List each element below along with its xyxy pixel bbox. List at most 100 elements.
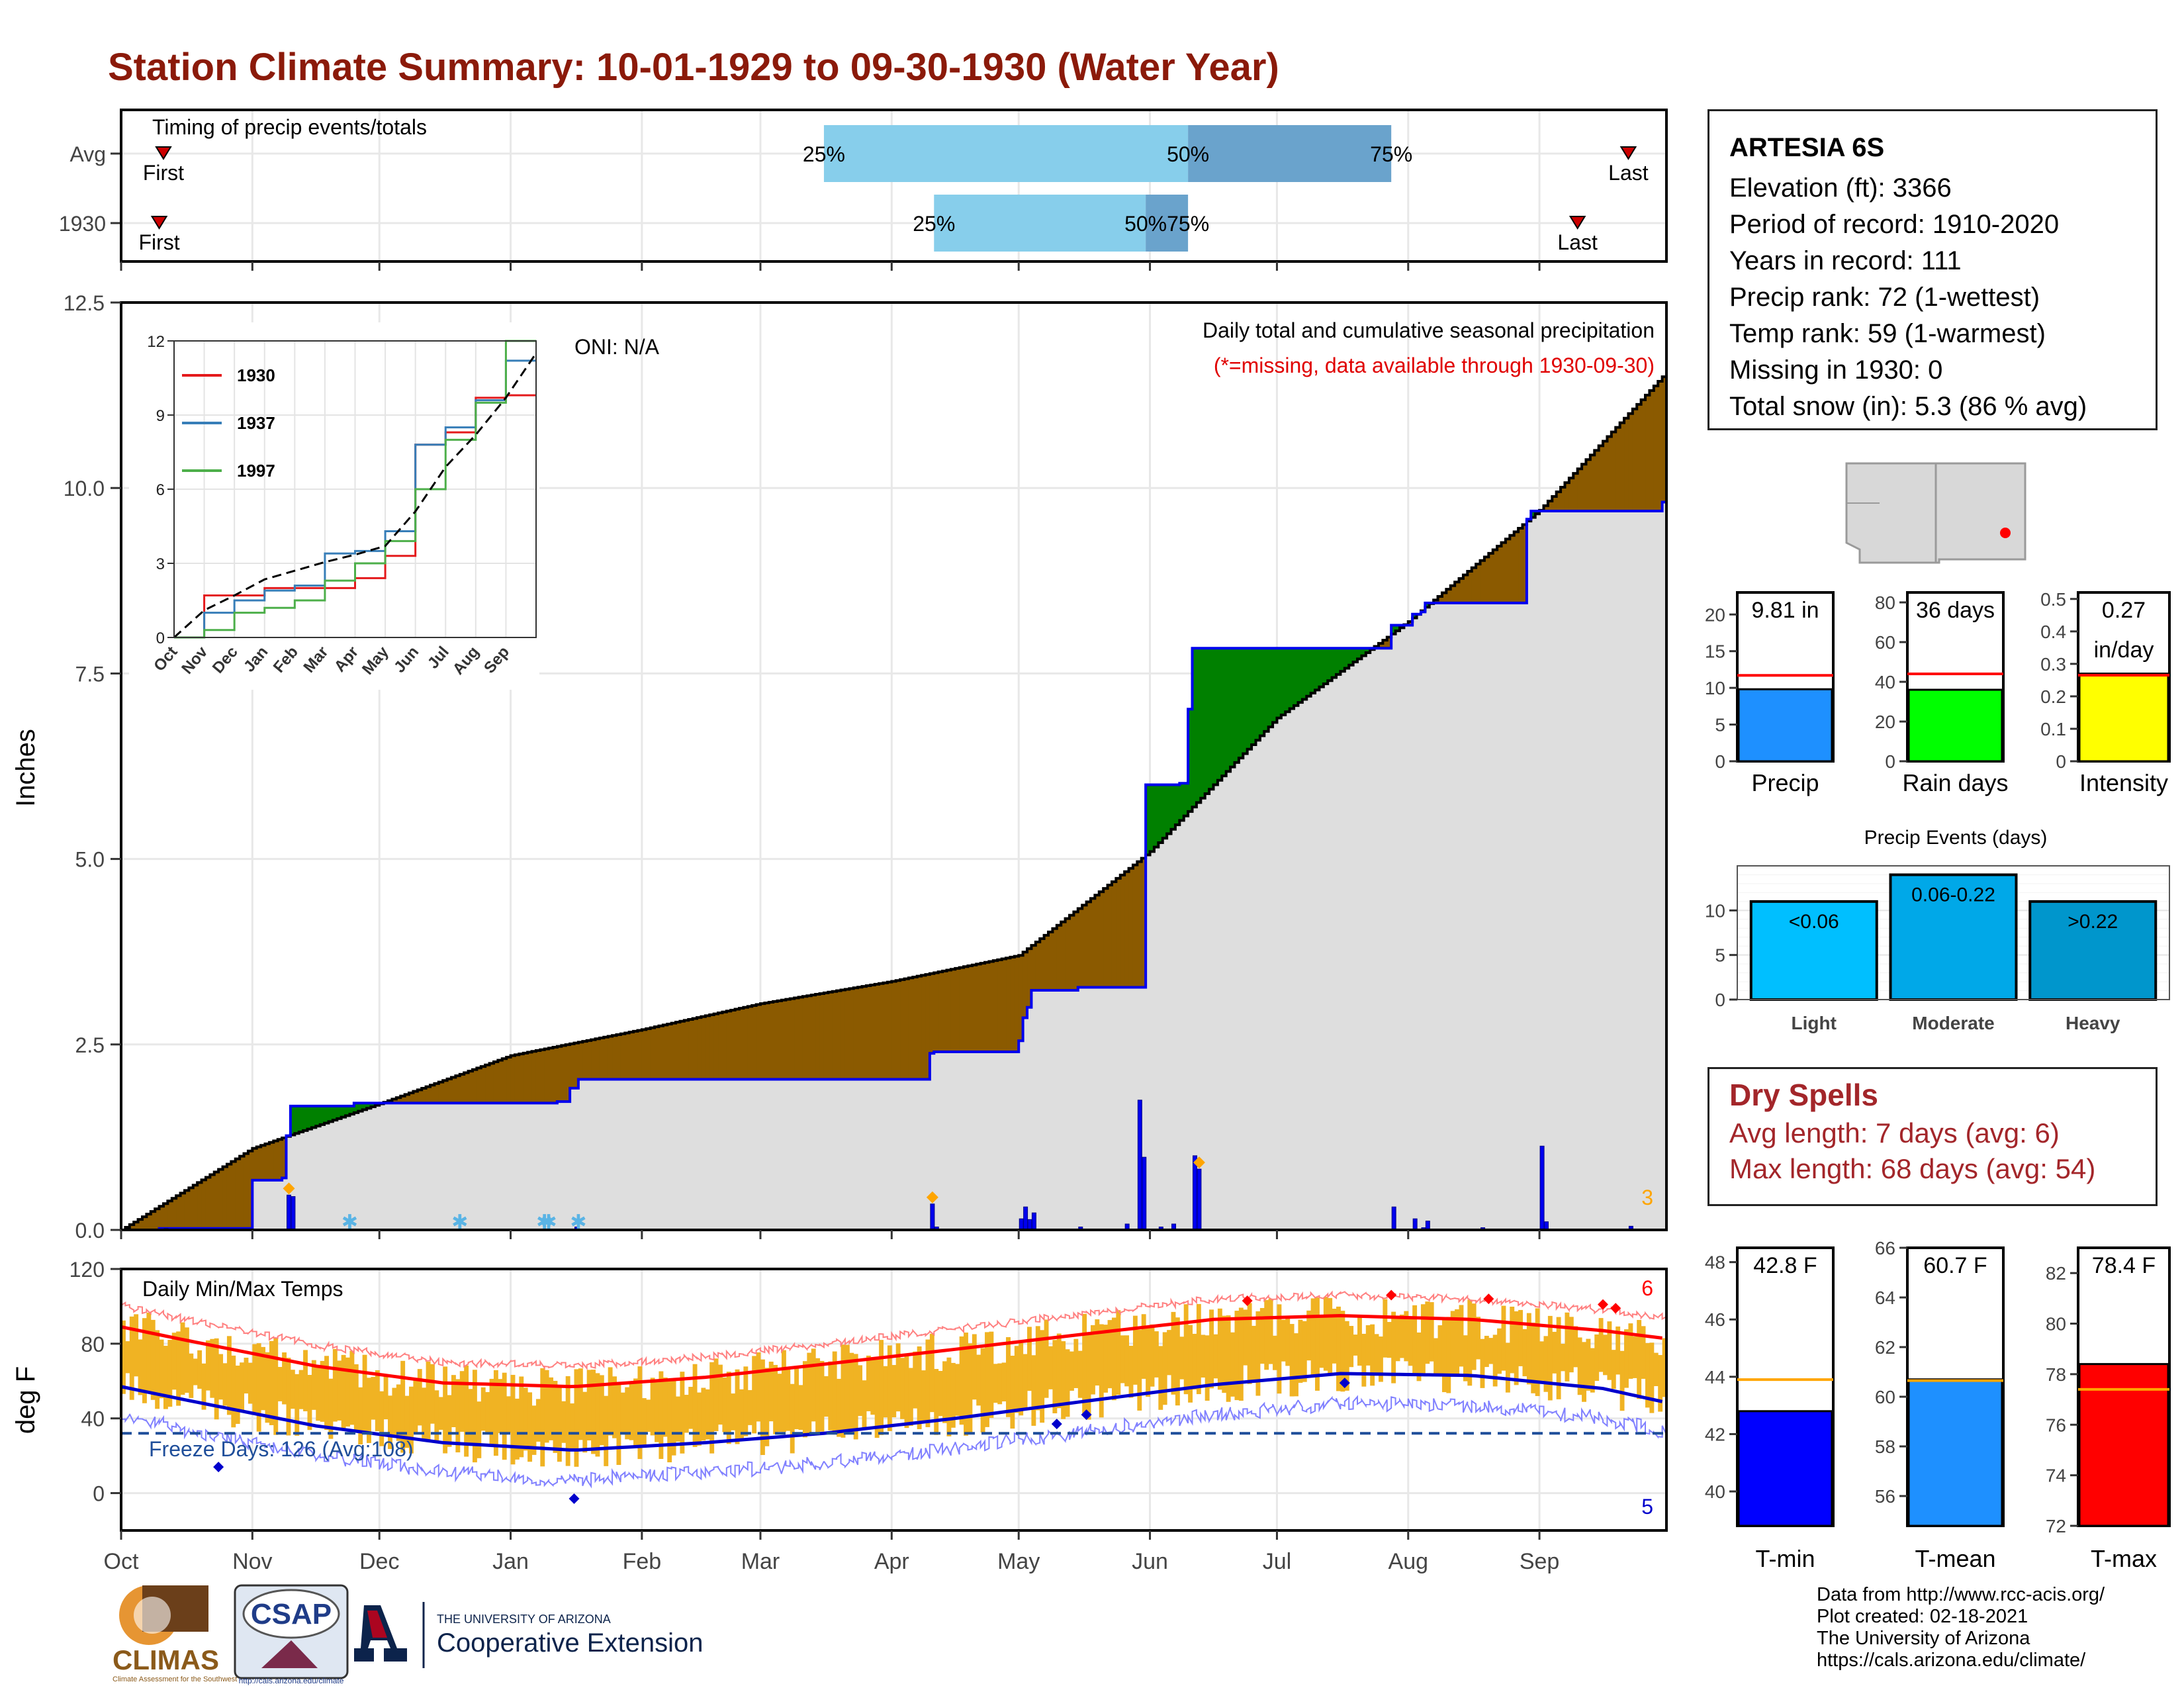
daily-temp-range-bar [879,1340,884,1435]
daily-temp-range-bar [1056,1333,1062,1409]
below-average-fill [760,1004,765,1080]
below-average-fill [138,1219,143,1230]
daily-temp-range-bar [1065,1349,1070,1417]
daily-temp-range-bar [1035,1326,1040,1411]
below-average-fill [917,976,922,1080]
daily-temp-range-bar [646,1399,651,1432]
below-average-fill [422,1088,427,1103]
last-label: Last [1557,230,1598,254]
below-average-fill [540,1049,545,1103]
below-average-fill [498,1060,503,1103]
temperature-panel: Daily Min/Max Temps Freeze Days: 126 (Avg… [11,1258,1668,1574]
daily-temp-range-bar [705,1389,710,1440]
events-ytick-label: 0 [1715,990,1725,1010]
below-average-fill [616,1034,621,1080]
mini-ytick-label: 0.1 [2040,719,2066,739]
daily-temp-range-bar [404,1395,410,1448]
events-frame [1737,865,2170,1000]
daily-temp-range-bar [1196,1303,1201,1395]
daily-temp-range-bar [1209,1309,1214,1389]
daily-temp-range-bar [1383,1299,1388,1358]
below-average-fill [1433,600,1439,603]
below-average-fill [485,1064,490,1103]
daily-temp-range-bar [1552,1331,1557,1374]
below-average-fill [870,984,876,1080]
daily-temp-range-bar [1319,1316,1324,1368]
temp-ytick-label: 80 [81,1333,105,1356]
below-average-fill [1040,938,1045,990]
event-category-label: Light [1792,1013,1837,1033]
daily-temp-range-bar [1001,1362,1007,1402]
month-label: Sep [1520,1549,1560,1574]
daily-temp-range-bar [184,1327,189,1393]
daily-temp-range-bar [197,1350,203,1389]
inset-ytick-label: 0 [156,630,165,647]
daily-temp-range-bar [1095,1319,1100,1386]
below-average-fill [1069,915,1074,990]
daily-temp-range-bar [1615,1326,1621,1375]
above-average-fill [1315,648,1320,690]
daily-temp-range-bar [1336,1306,1341,1391]
below-average-fill [1446,589,1451,603]
below-average-fill [743,1007,749,1080]
precip-ytick-label: 7.5 [75,662,105,686]
month-label: Mar [741,1549,780,1574]
daily-temp-range-bar [1188,1325,1193,1403]
credit-line: https://cals.arizona.edu/climate/ [1817,1650,2086,1671]
below-average-fill [1056,925,1062,990]
event-category-label: Heavy [2066,1013,2120,1033]
daily-temp-range-bar [938,1370,943,1417]
below-average-fill [671,1023,676,1080]
dry-spells-max: Max length: 68 days (avg: 54) [1729,1153,2096,1184]
above-average-fill [1357,648,1362,659]
below-average-fill [438,1082,443,1103]
daily-temp-range-bar [1251,1325,1256,1383]
daily-temp-range-bar [900,1358,905,1419]
daily-temp-range-bar [832,1351,837,1435]
daily-temp-range-bar [1446,1317,1451,1393]
daily-temp-range-bar [1378,1336,1383,1382]
daily-temp-range-bar [1510,1306,1515,1374]
below-average-fill [697,1017,702,1080]
daily-temp-range-bar [1171,1311,1176,1395]
climas-logo: CLIMAS Climate Assessment for the Southw… [113,1585,237,1683]
daily-temp-range-bar [1628,1323,1633,1379]
below-average-fill [561,1045,567,1102]
daily-temp-range-bar [163,1346,168,1409]
daily-temp-range-bar [1547,1315,1553,1401]
daily-temp-range-bar [413,1380,418,1434]
daily-temp-range-bar [1154,1331,1159,1378]
daily-temp-range-bar [913,1351,918,1409]
daily-temp-range-bar [942,1361,947,1423]
above-average-fill [1234,648,1240,763]
mini-ytick-label: 62 [1875,1337,1895,1358]
daily-temp-range-bar [455,1379,461,1453]
below-average-fill [1006,958,1011,1053]
daily-temp-range-bar [1535,1308,1540,1396]
daily-temp-range-bar [396,1384,401,1441]
below-average-fill [1116,878,1121,988]
below-average-fill [417,1090,422,1103]
daily-temp-range-bar [1497,1328,1502,1374]
below-average-fill [413,1091,418,1103]
daily-temp-range-bar [332,1348,338,1422]
below-average-fill [163,1203,168,1229]
below-average-fill [510,1055,516,1103]
daily-temp-range-bar [388,1395,392,1449]
record-low-marker [1081,1409,1092,1421]
daily-temp-range-bar [655,1382,659,1442]
daily-temp-range-bar [887,1345,892,1431]
below-average-fill [265,1143,270,1180]
daily-temp-range-bar [1437,1325,1443,1375]
month-label: Dec [359,1549,399,1574]
below-average-fill [1001,959,1007,1053]
below-average-fill [1501,542,1506,603]
mini-ytick-label: 58 [1875,1436,1895,1457]
below-average-fill [739,1008,744,1080]
mini-ytick-label: 20 [1705,604,1725,625]
event-bar [1749,900,1878,1002]
above-average-fill [1175,784,1180,825]
daily-temp-range-bar [819,1360,825,1432]
daily-temp-range-bar [549,1377,554,1440]
below-average-fill [514,1055,520,1103]
